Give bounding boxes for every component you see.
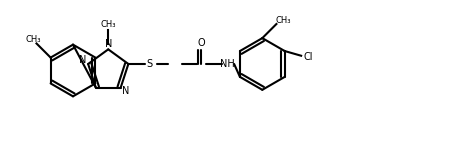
Text: N: N	[79, 55, 86, 65]
Text: N: N	[104, 39, 112, 49]
Text: Cl: Cl	[304, 52, 313, 62]
Text: N: N	[122, 86, 129, 96]
Text: O: O	[198, 38, 205, 48]
Text: S: S	[146, 59, 152, 69]
Text: CH₃: CH₃	[25, 35, 40, 44]
Text: NH: NH	[220, 59, 235, 69]
Text: CH₃: CH₃	[276, 16, 291, 25]
Text: CH₃: CH₃	[101, 20, 116, 29]
